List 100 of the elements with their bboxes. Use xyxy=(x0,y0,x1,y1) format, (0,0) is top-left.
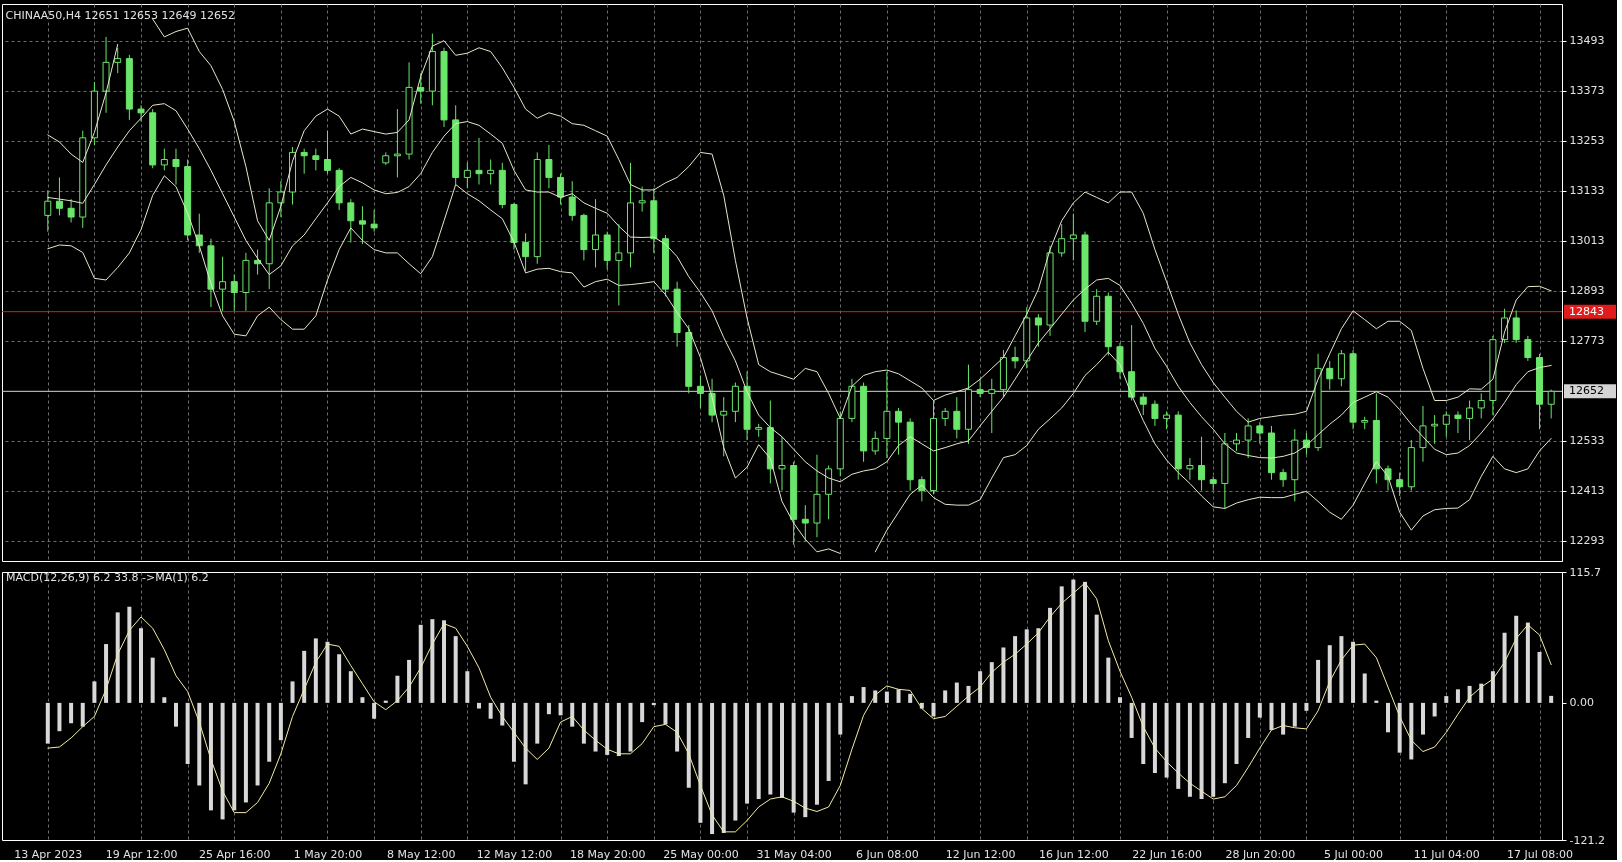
candlestick xyxy=(1454,410,1462,434)
bar xyxy=(1152,702,1157,774)
x-tick-label: 6 Jun 08:00 xyxy=(855,847,919,861)
candlestick xyxy=(300,148,308,175)
bar xyxy=(523,702,528,785)
bar xyxy=(1048,607,1053,703)
bar xyxy=(628,702,633,752)
bar xyxy=(185,702,190,764)
x-tick-label: 12 Jun 12:00 xyxy=(945,847,1016,861)
bar xyxy=(1397,702,1402,753)
candlestick xyxy=(801,504,809,542)
bar xyxy=(826,702,831,781)
bar xyxy=(616,702,621,757)
bar xyxy=(407,659,412,703)
bar xyxy=(220,702,225,820)
bar xyxy=(1269,702,1274,731)
candlestick xyxy=(696,374,704,409)
bar xyxy=(791,702,796,813)
bar xyxy=(69,702,74,724)
y-tick-label: 12293 xyxy=(1569,534,1605,548)
x-tick-label: 5 Jul 00:00 xyxy=(1324,847,1384,861)
bar xyxy=(756,702,761,800)
bar xyxy=(884,691,889,703)
bar xyxy=(488,702,493,719)
y-tick-label: -121.2 xyxy=(1569,833,1605,847)
bar xyxy=(232,702,237,811)
bar xyxy=(1444,696,1449,703)
bar xyxy=(1036,628,1041,703)
bar xyxy=(535,702,540,744)
bar xyxy=(1514,615,1519,703)
bar xyxy=(430,619,435,703)
candlestick xyxy=(557,173,565,206)
candlestick xyxy=(1256,421,1264,445)
bar xyxy=(418,624,423,703)
bar xyxy=(453,636,458,703)
bar xyxy=(1281,702,1286,735)
candlestick xyxy=(475,137,483,186)
candlestick xyxy=(114,47,122,74)
x-tick-label: 1 May 20:00 xyxy=(293,847,363,861)
bar xyxy=(1083,581,1088,703)
candlestick xyxy=(160,148,168,171)
bar xyxy=(1420,702,1425,735)
bar xyxy=(267,702,272,762)
candlestick xyxy=(895,407,903,456)
bar xyxy=(476,702,481,709)
y-tick-label: 12533 xyxy=(1569,434,1605,448)
candlestick xyxy=(1396,472,1404,497)
y-tick-label: 12413 xyxy=(1569,484,1605,498)
bar xyxy=(803,702,808,818)
x-tick-label: 22 Jun 16:00 xyxy=(1132,847,1203,861)
candlestick xyxy=(545,144,553,189)
bar xyxy=(1013,636,1018,703)
candlestick xyxy=(592,198,600,268)
bar xyxy=(500,702,505,726)
candlestick xyxy=(230,274,238,312)
bar xyxy=(640,702,645,723)
bar xyxy=(313,638,318,703)
bar xyxy=(197,702,202,786)
bar xyxy=(173,702,178,727)
candlestick xyxy=(393,108,401,178)
bar xyxy=(780,702,784,798)
bar xyxy=(127,606,132,703)
bar xyxy=(768,702,773,795)
candlestick xyxy=(615,223,623,306)
bar xyxy=(1292,702,1297,727)
bar xyxy=(45,702,50,744)
bar xyxy=(1199,702,1204,800)
ref-line-label: 12843 xyxy=(1569,304,1604,318)
bar xyxy=(208,702,213,811)
bar xyxy=(1490,671,1495,703)
candlestick xyxy=(219,256,227,312)
candlestick xyxy=(1034,313,1042,348)
bar xyxy=(348,671,353,703)
bar xyxy=(896,689,901,703)
candlestick xyxy=(1326,360,1334,391)
bar xyxy=(663,702,668,725)
candlestick xyxy=(358,205,366,245)
line-series xyxy=(47,103,1552,483)
y-tick-label: 12893 xyxy=(1569,284,1605,298)
x-tick-label: 25 May 00:00 xyxy=(663,847,739,861)
candlestick xyxy=(1477,392,1485,419)
bar xyxy=(745,702,750,804)
bar xyxy=(372,702,377,719)
bar xyxy=(570,702,575,727)
bar xyxy=(1246,702,1251,738)
candlestick xyxy=(1244,417,1252,459)
bar xyxy=(593,702,598,752)
bar xyxy=(1117,697,1122,703)
candlestick xyxy=(522,232,530,272)
line-series xyxy=(47,582,1552,833)
bar xyxy=(954,682,959,703)
bar xyxy=(115,612,120,703)
x-tick-label: 17 Jul 08:00 xyxy=(1507,847,1573,861)
bar xyxy=(1106,657,1111,703)
x-tick-label: 28 Jun 20:00 xyxy=(1225,847,1296,861)
chart-title: CHINAA50,H4 12651 12653 12649 12652 xyxy=(5,9,236,22)
bar xyxy=(1176,702,1181,789)
candlestick xyxy=(347,198,355,243)
candlestick xyxy=(44,189,52,233)
candlestick xyxy=(323,130,331,175)
